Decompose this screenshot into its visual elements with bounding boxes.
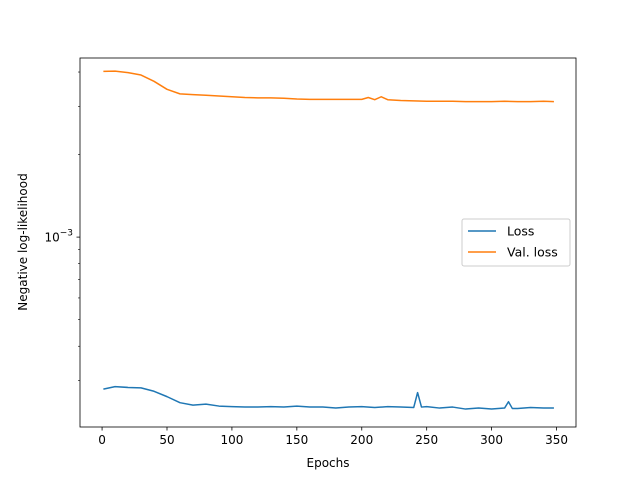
x-tick-label: 300 (480, 433, 503, 447)
x-tick-label: 0 (98, 433, 106, 447)
x-tick-label: 250 (415, 433, 438, 447)
series-line-val-loss (103, 70, 554, 103)
legend-entry-loss: Loss (507, 224, 534, 239)
legend-entry-val-loss: Val. loss (507, 245, 558, 260)
x-tick-label: 200 (350, 433, 373, 447)
x-axis-label: Epochs (307, 456, 350, 470)
y-tick-label: 10−3 (44, 229, 73, 245)
series-layer (103, 70, 554, 410)
plot-frame (79, 57, 577, 428)
x-tick-label: 350 (545, 433, 568, 447)
legend: Loss Val. loss (461, 218, 571, 267)
x-tick-label: 150 (285, 433, 308, 447)
series-line-loss (103, 385, 554, 410)
x-tick-label: 50 (159, 433, 174, 447)
x-tick-label: 100 (220, 433, 243, 447)
y-axis-label: Negative log-likelihood (16, 173, 30, 310)
x-axis-ticks: 0 50 100 150 200 250 300 350 (98, 427, 568, 447)
